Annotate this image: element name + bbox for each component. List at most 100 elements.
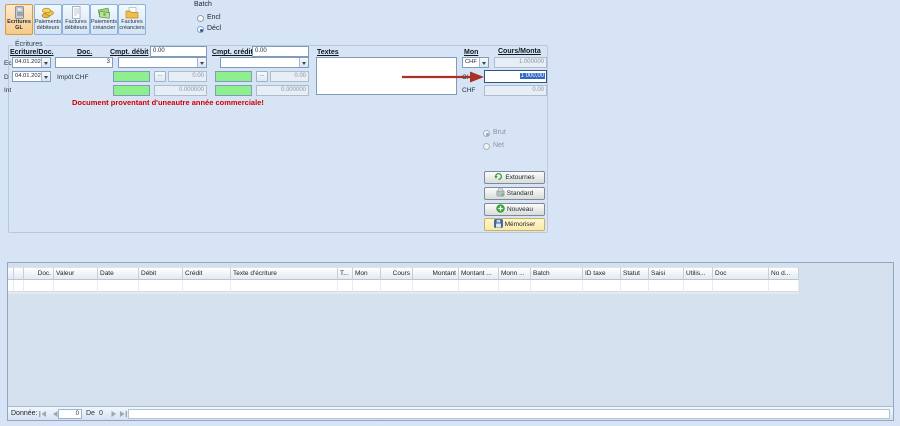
grid-col-mon[interactable]: Mon (353, 267, 381, 280)
grid-cell[interactable] (183, 280, 231, 292)
grid-col-no[interactable]: No d... (769, 267, 799, 280)
tab-paiements-debiteurs[interactable]: Paiements débiteurs (34, 4, 62, 35)
grid-cell[interactable] (769, 280, 799, 292)
memoriser-label: Mémoriser (504, 221, 536, 228)
nouveau-button[interactable]: Nouveau (484, 203, 545, 216)
header-cmpt-debit: Cmpt. débit (110, 49, 149, 56)
date-d-combobox[interactable]: 04.01.2021 (12, 71, 51, 82)
brut-radio[interactable] (483, 130, 490, 137)
date-ec-combobox[interactable]: 04.01.2021 (12, 57, 51, 68)
last-record-icon[interactable] (118, 409, 128, 419)
batch-radio-encl[interactable] (197, 15, 204, 22)
grid-cell[interactable] (684, 280, 713, 292)
int-debit-rate-field: 0.000000 (154, 85, 207, 96)
grid-cell[interactable] (24, 280, 54, 292)
grid-col-id-taxe[interactable]: ID taxe (583, 267, 621, 280)
taxe-debit-input[interactable] (113, 71, 150, 82)
grid-col-t[interactable]: T... (338, 267, 353, 280)
grid-empty-row[interactable] (8, 280, 799, 292)
batch-radio-encl-label: Encl (207, 14, 221, 21)
grid-col-valeur[interactable]: Valeur (54, 267, 98, 280)
record-number-input[interactable]: 0 (58, 408, 82, 419)
grid-col-texte[interactable]: Texte d'écriture (231, 267, 338, 280)
grid-cell[interactable] (413, 280, 459, 292)
of-label: De (86, 410, 95, 417)
status-text-input[interactable] (128, 408, 890, 419)
red-pointer-arrow (402, 71, 484, 83)
grid-col-debit[interactable]: Débit (139, 267, 183, 280)
taxe-credit-input[interactable] (215, 71, 252, 82)
grid-col-indicator[interactable] (8, 267, 14, 280)
grid-col-doc2[interactable]: Doc (713, 267, 769, 280)
grid-cell[interactable] (14, 280, 24, 292)
next-record-icon[interactable] (109, 409, 119, 419)
memoriser-button[interactable]: Mémoriser (484, 218, 545, 231)
header-cmpt-credit: Cmpt. crédit (212, 49, 253, 56)
date-d-dropdown-icon[interactable] (41, 72, 50, 81)
grid-cell[interactable] (381, 280, 413, 292)
grid-cell[interactable] (8, 280, 14, 292)
ecritures-group-title: Écritures (13, 41, 45, 48)
compte-debit-dropdown-icon[interactable] (197, 58, 206, 67)
tab-ecritures-gl[interactable]: Ecritures GL (5, 4, 33, 35)
taxe-credit-lookup-button[interactable]: ... (256, 71, 268, 82)
grid-col-monnaie[interactable]: Monn ... (499, 267, 531, 280)
first-record-icon[interactable] (38, 409, 48, 419)
int-debit-input[interactable] (113, 85, 150, 96)
standard-label: Standard (506, 190, 534, 197)
montant-input-focused[interactable]: 1 000,00 (484, 70, 547, 83)
grid-col-doc[interactable]: Doc. (24, 267, 54, 280)
grid-cell[interactable] (531, 280, 583, 292)
standard-button[interactable]: Standard (484, 187, 545, 200)
grid-col-credit[interactable]: Crédit (183, 267, 231, 280)
compte-credit-dropdown-icon[interactable] (299, 58, 308, 67)
grid-col-date[interactable]: Date (98, 267, 139, 280)
grid-header-row: Doc. Valeur Date Débit Crédit Texte d'éc… (8, 267, 799, 280)
grid-cell[interactable] (98, 280, 139, 292)
tab-label-line1: Factures (65, 19, 87, 25)
grid-cell[interactable] (54, 280, 98, 292)
impot-chf-label: Impôt CHF (57, 74, 89, 81)
grid-cell[interactable] (621, 280, 649, 292)
grid-col-batch[interactable]: Batch (531, 267, 583, 280)
compte-debit-combobox[interactable] (118, 57, 207, 68)
previous-record-icon[interactable] (50, 409, 60, 419)
coins-icon (35, 6, 61, 19)
grid-cell[interactable] (499, 280, 531, 292)
grid-col-montant2[interactable]: Montant ... (459, 267, 499, 280)
taxe-debit-lookup-button[interactable]: ... (154, 71, 166, 82)
date-ec-dropdown-icon[interactable] (41, 58, 50, 67)
monnaie-dropdown-icon[interactable] (479, 58, 488, 67)
grid-cell[interactable] (713, 280, 769, 292)
tab-factures-debiteurs[interactable]: Factures débiteurs (62, 4, 90, 35)
grid-cell[interactable] (231, 280, 338, 292)
tab-paiements-creancier[interactable]: Paiements créancier (90, 4, 118, 35)
record-navigator-label: Donnée: (11, 410, 38, 417)
grid-cell[interactable] (583, 280, 621, 292)
grid-col-montant[interactable]: Montant (413, 267, 459, 280)
int-credit-input[interactable] (215, 85, 252, 96)
grid-cell[interactable] (338, 280, 353, 292)
ledger-icon (6, 6, 32, 19)
grid-col-statut[interactable]: Statut (621, 267, 649, 280)
tab-factures-creanciers[interactable]: Factures créanciers (118, 4, 146, 35)
grid-col-utilisateur[interactable]: Utilis... (684, 267, 713, 280)
grid-cell[interactable] (353, 280, 381, 292)
grid-col-cours[interactable]: Cours (381, 267, 413, 280)
grid-col-saisi[interactable]: Saisi (649, 267, 684, 280)
net-radio[interactable] (483, 143, 490, 150)
row-label-d: D (4, 74, 9, 81)
grid-col-marker[interactable] (14, 267, 24, 280)
header-cours-monta: Cours/Monta (498, 48, 541, 55)
batch-radio-decl[interactable] (197, 26, 204, 33)
monnaie-combobox[interactable]: CHF (462, 57, 489, 68)
extournes-button[interactable]: Extournes (484, 171, 545, 184)
taxe-credit-amount-field: 0.00 (270, 71, 309, 82)
grid-cell[interactable] (459, 280, 499, 292)
doc-number-input[interactable]: 3 (55, 57, 113, 68)
grid-cell[interactable] (139, 280, 183, 292)
net-radio-label: Net (493, 142, 504, 149)
compte-credit-combobox[interactable] (220, 57, 309, 68)
grid-cell[interactable] (649, 280, 684, 292)
